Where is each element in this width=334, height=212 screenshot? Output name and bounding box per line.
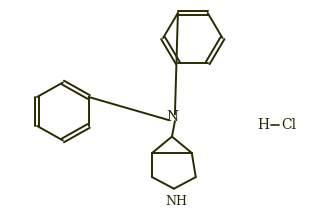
- Text: N: N: [166, 110, 178, 124]
- Text: NH: NH: [165, 195, 187, 208]
- Text: Cl: Cl: [281, 118, 296, 132]
- Text: H: H: [257, 118, 269, 132]
